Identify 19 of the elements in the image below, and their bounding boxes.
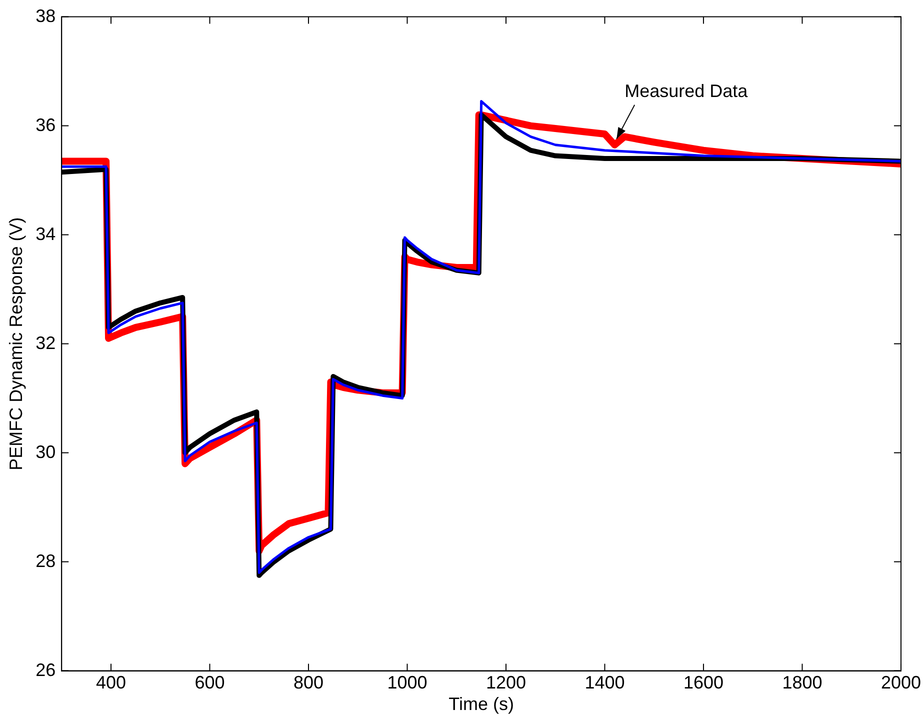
y-tick-label: 26 bbox=[36, 660, 56, 680]
x-tick-label: 600 bbox=[194, 672, 225, 693]
x-tick-label: 2000 bbox=[880, 672, 921, 693]
x-tick-label: 800 bbox=[293, 672, 324, 693]
y-tick-label: 34 bbox=[36, 224, 56, 244]
x-tick-label: 1200 bbox=[486, 672, 526, 693]
y-tick-label: 30 bbox=[36, 442, 56, 462]
y-tick-label: 32 bbox=[36, 332, 56, 353]
y-axis-title: PEMFC Dynamic Response (V) bbox=[6, 217, 26, 470]
x-tick-label: 1000 bbox=[387, 672, 428, 693]
x-tick-label: 1400 bbox=[584, 672, 625, 693]
x-axis-title: Time (s) bbox=[448, 694, 514, 714]
y-tick-label: 38 bbox=[36, 6, 56, 26]
x-tick-label: 1800 bbox=[782, 672, 822, 693]
x-tick-label: 400 bbox=[96, 672, 126, 693]
y-tick-label: 36 bbox=[36, 114, 56, 135]
series-label: Measured Data bbox=[624, 80, 749, 101]
y-tick-label: 28 bbox=[36, 550, 56, 571]
x-tick-label: 1600 bbox=[683, 672, 724, 693]
